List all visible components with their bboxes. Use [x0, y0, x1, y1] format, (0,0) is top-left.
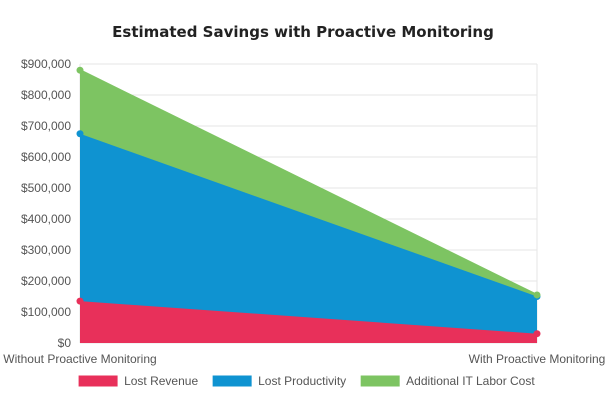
- x-axis: Without Proactive Monitoring With Proacti…: [3, 352, 605, 366]
- legend-item-lost-revenue[interactable]: Lost Revenue: [77, 374, 198, 388]
- area-lost-productivity[interactable]: [80, 133, 537, 334]
- legend-swatch: [77, 374, 119, 388]
- series-line: [79, 69, 538, 296]
- y-tick-label: $800,000: [21, 88, 71, 102]
- legend-label: Lost Productivity: [258, 374, 346, 388]
- legend-item-lost-productivity[interactable]: Lost Productivity: [211, 374, 346, 388]
- legend[interactable]: Lost Revenue Lost Productivity Additional …: [77, 374, 535, 388]
- y-tick-label: $600,000: [21, 150, 71, 164]
- data-point[interactable]: [76, 130, 84, 138]
- data-point[interactable]: [76, 66, 84, 74]
- y-axis: $0 $100,000 $200,000 $300,000 $400,000 $500,0…: [21, 57, 71, 350]
- legend-swatch: [359, 374, 401, 388]
- data-point[interactable]: [533, 291, 541, 299]
- y-tick-label: $700,000: [21, 119, 71, 133]
- y-tick-label: $900,000: [21, 57, 71, 71]
- y-tick-label: $500,000: [21, 181, 71, 195]
- data-points: [76, 66, 541, 338]
- y-tick-label: $100,000: [21, 305, 71, 319]
- legend-label: Additional IT Labor Cost: [406, 374, 535, 388]
- y-tick-label: $0: [58, 336, 72, 350]
- data-point[interactable]: [533, 330, 541, 338]
- x-tick-label: Without Proactive Monitoring: [3, 352, 156, 366]
- area-lost-revenue[interactable]: [80, 301, 537, 343]
- chart-title: Estimated Savings with Proactive Monitor…: [112, 23, 494, 41]
- y-tick-label: $300,000: [21, 243, 71, 257]
- areas: [79, 69, 538, 343]
- legend-item-additional-it-labor-cost[interactable]: Additional IT Labor Cost: [359, 374, 535, 388]
- x-tick-label: With Proactive Monitoring: [469, 352, 606, 366]
- y-tick-label: $400,000: [21, 212, 71, 226]
- y-tick-label: $200,000: [21, 274, 71, 288]
- legend-label: Lost Revenue: [124, 374, 198, 388]
- legend-swatch: [211, 374, 253, 388]
- data-point[interactable]: [76, 297, 84, 305]
